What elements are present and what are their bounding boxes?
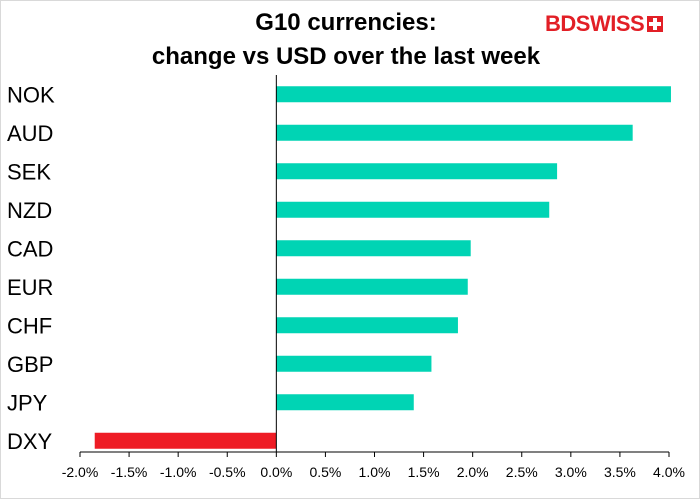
bdswiss-logo: BD SWISS: [545, 10, 664, 38]
x-tick-label: 1.0%: [359, 464, 391, 480]
category-label-sek: SEK: [7, 159, 51, 184]
x-tick-label: 1.5%: [408, 464, 440, 480]
category-label-gbp: GBP: [7, 352, 53, 377]
chart-title-line-2: change vs USD over the last week: [151, 43, 541, 70]
bar-gbp: [276, 355, 432, 372]
x-tick-label: 2.0%: [457, 464, 489, 480]
bar-aud: [276, 124, 633, 141]
category-label-chf: CHF: [7, 313, 52, 338]
x-tick-label: 4.0%: [653, 464, 685, 480]
category-label-eur: EUR: [7, 275, 53, 300]
bar-chf: [276, 317, 458, 334]
x-tick-label: -0.5%: [209, 464, 246, 480]
x-tick-label: 0.5%: [309, 464, 341, 480]
x-tick-label: 0.0%: [260, 464, 292, 480]
x-tick-label: 3.0%: [555, 464, 587, 480]
category-label-aud: AUD: [7, 121, 53, 146]
x-tick-label: 2.5%: [506, 464, 538, 480]
chart-title-line-1: G10 currencies:: [255, 9, 437, 36]
bar-cad: [276, 240, 471, 257]
category-labels: NOK AUD SEK NZD CAD EUR CHF GBP JPY DXY: [7, 82, 55, 454]
bar-dxy: [94, 432, 277, 449]
bar-jpy: [276, 394, 414, 411]
bar-sek: [276, 163, 558, 180]
axes: -2.0% -1.5% -1.0% -0.5% 0.0% 0.5% 1.0% 1.5% 2.0%…: [62, 75, 685, 480]
category-label-dxy: DXY: [7, 429, 53, 454]
x-tick-label: -2.0%: [62, 464, 99, 480]
category-label-jpy: JPY: [7, 390, 48, 415]
x-tick-label: -1.5%: [111, 464, 148, 480]
bar-group: [94, 86, 671, 449]
swiss-cross-icon: [647, 16, 664, 32]
logo-text-left: BD: [545, 11, 576, 36]
bar-nok: [276, 86, 671, 103]
category-label-cad: CAD: [7, 236, 53, 261]
x-tick-label: 3.5%: [604, 464, 636, 480]
category-label-nok: NOK: [7, 82, 55, 107]
bar-eur: [276, 278, 468, 295]
logo-text-right: SWISS: [575, 11, 645, 36]
bar-nzd: [276, 201, 550, 218]
category-label-nzd: NZD: [7, 198, 52, 223]
x-tick-label: -1.0%: [160, 464, 197, 480]
